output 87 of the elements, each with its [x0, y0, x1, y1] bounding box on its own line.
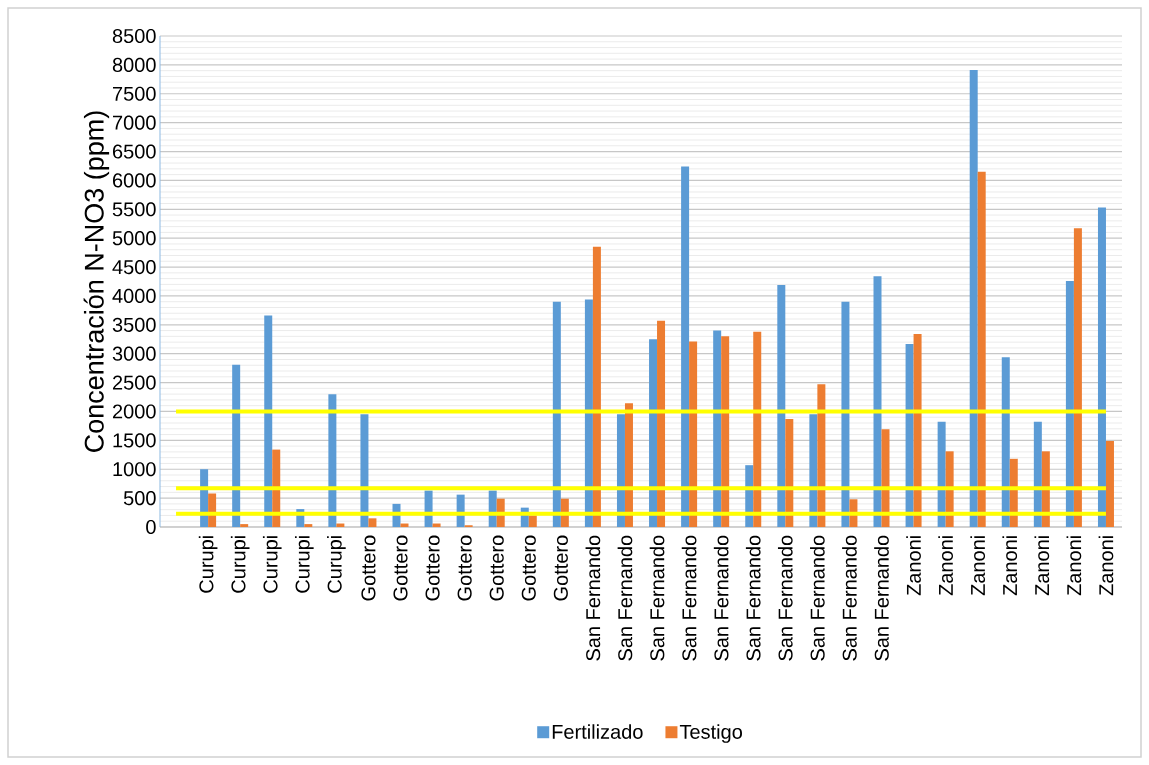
x-tick-label: San Fernando [810, 535, 825, 661]
x-tick-label: Zanoni [938, 536, 953, 596]
x-tick-label: San Fernando [874, 535, 889, 661]
y-tick-label: 5000 [112, 231, 156, 246]
x-tick-label: San Fernando [585, 535, 601, 661]
x-tick-label: Gottero [489, 535, 504, 601]
bar [809, 414, 818, 527]
y-tick-label: 4500 [112, 259, 156, 275]
x-tick-label: San Fernando [745, 535, 761, 661]
x-tick-label: Zanoni [970, 536, 986, 596]
x-tick-label: Curupi [230, 536, 250, 593]
y-tick-label: 1000 [113, 462, 156, 477]
bar [1097, 207, 1106, 527]
bar [785, 418, 794, 527]
x-tick-label: San Fernando [681, 535, 697, 661]
legend-label: Fertilizado [552, 724, 643, 739]
x-tick-label: Zanoni [1034, 536, 1050, 596]
bar [817, 384, 826, 527]
x-tick-label: Gottero [521, 535, 536, 601]
y-tick-label: 3000 [112, 346, 156, 361]
bar [240, 524, 249, 527]
bar [1001, 357, 1010, 527]
bar [360, 414, 369, 527]
bar [753, 331, 762, 527]
y-tick-label: 7000 [113, 115, 156, 130]
y-tick-label: 6500 [113, 144, 156, 159]
bar [873, 276, 882, 527]
y-axis-title: Concentración N-NO3 (ppm) [83, 111, 110, 452]
x-tick-label: Curupi [198, 536, 218, 593]
legend-label: Testigo [679, 724, 742, 743]
bar [777, 284, 786, 527]
bar [721, 336, 730, 527]
bar [1065, 280, 1074, 527]
y-tick-label: 7500 [113, 86, 156, 101]
x-tick-label: San Fernando [617, 535, 633, 661]
bar [624, 403, 633, 527]
y-tick-label: 8000 [112, 57, 156, 72]
bar [937, 421, 946, 527]
bar [881, 429, 890, 527]
x-tick-label: Curupi [262, 536, 282, 593]
bar [969, 70, 978, 527]
y-tick-label: 5500 [112, 202, 156, 217]
bar [1105, 440, 1114, 527]
bar [841, 301, 850, 527]
x-tick-label: Curupi [294, 536, 314, 593]
bar [368, 518, 377, 527]
bar [1033, 421, 1042, 527]
x-tick-label: San Fernando [842, 535, 857, 661]
y-tick-label: 2500 [112, 375, 156, 390]
y-tick-label: 0 [146, 519, 156, 535]
bar [977, 171, 986, 527]
bar [584, 299, 593, 527]
bar [913, 334, 922, 527]
y-tick-label: 6000 [113, 173, 156, 188]
x-tick-label: San Fernando [649, 535, 665, 661]
y-tick-label: 4000 [112, 288, 156, 304]
x-tick-label: Gottero [553, 535, 568, 601]
bar [264, 315, 273, 527]
x-tick-label: San Fernando [713, 535, 729, 661]
bar [681, 166, 690, 527]
bar [713, 330, 722, 527]
bar [552, 301, 561, 527]
x-tick-label: Zanoni [1098, 536, 1114, 596]
bar [528, 515, 537, 527]
x-tick-label: Gottero [361, 535, 376, 601]
x-tick-label: Zanoni [1066, 536, 1082, 596]
x-tick-label: Zanoni [906, 536, 921, 596]
y-tick-label: 2000 [112, 404, 156, 419]
y-tick-label: 8500 [112, 28, 156, 44]
bar [232, 364, 241, 527]
bar [905, 343, 914, 527]
x-tick-label: San Fernando [777, 535, 793, 661]
x-tick-label: Gottero [425, 535, 440, 601]
y-tick-label: 1500 [113, 433, 156, 448]
bar [592, 246, 601, 527]
bar [689, 341, 698, 527]
x-tick-label: Curupi [327, 536, 346, 593]
x-tick-label: Zanoni [1002, 536, 1018, 596]
bar [649, 339, 658, 527]
bar [657, 320, 666, 527]
x-tick-label: Gottero [457, 535, 472, 601]
y-tick-label: 3500 [112, 317, 156, 332]
bar [1073, 228, 1082, 527]
bar [304, 524, 313, 527]
x-tick-label: Gottero [393, 535, 408, 601]
bar [616, 414, 625, 527]
y-tick-label: 500 [123, 491, 156, 506]
